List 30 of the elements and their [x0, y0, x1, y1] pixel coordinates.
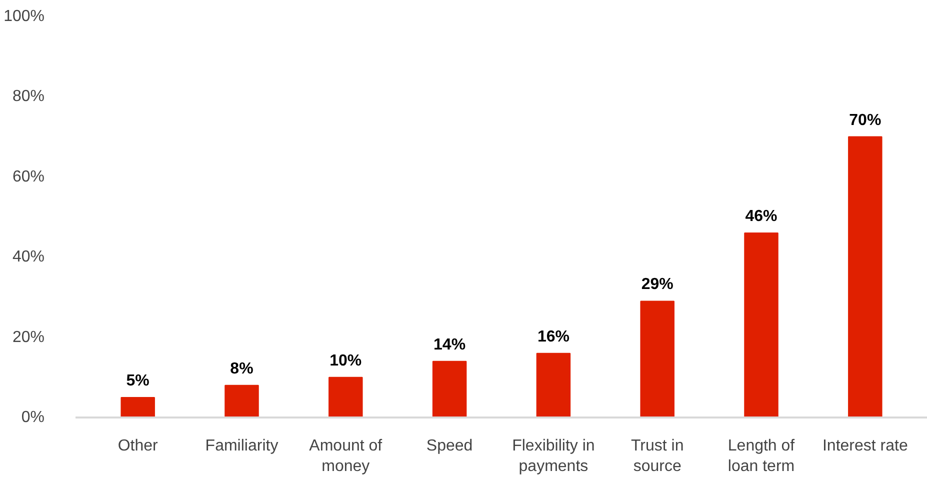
- y-tick-label: 40%: [12, 248, 45, 266]
- x-tick-label: Amount of money: [309, 438, 383, 475]
- bar: [848, 136, 882, 418]
- data-label: 46%: [745, 208, 778, 226]
- x-tick-label: Speed: [426, 438, 473, 454]
- bar: [224, 384, 259, 418]
- x-tick-label: Familiarity: [205, 438, 278, 454]
- y-tick-label: 0%: [21, 409, 44, 426]
- bar: [744, 232, 778, 418]
- data-label: 5%: [126, 372, 150, 390]
- data-label: 14%: [434, 336, 466, 354]
- data-label: 10%: [330, 352, 362, 370]
- x-tick-label: Trust in source: [630, 438, 684, 475]
- y-tick-label: 60%: [12, 168, 45, 186]
- x-tick-label: Interest rate: [822, 438, 908, 454]
- bar: [120, 396, 155, 418]
- data-label: 16%: [537, 328, 570, 346]
- y-tick-label: 80%: [12, 88, 45, 106]
- bar: [328, 376, 363, 418]
- bar: [640, 300, 674, 418]
- x-tick-label: Other: [118, 438, 159, 454]
- x-tick-label: Flexibility in payments: [512, 438, 595, 475]
- data-label: 70%: [849, 112, 882, 129]
- y-tick-label: 100%: [4, 8, 44, 25]
- data-label: 29%: [641, 276, 674, 294]
- data-label: 8%: [230, 360, 254, 378]
- bar: [536, 352, 571, 418]
- bar: [432, 360, 467, 418]
- x-tick-label: Length of loan term: [728, 438, 796, 475]
- y-tick-label: 20%: [12, 328, 45, 346]
